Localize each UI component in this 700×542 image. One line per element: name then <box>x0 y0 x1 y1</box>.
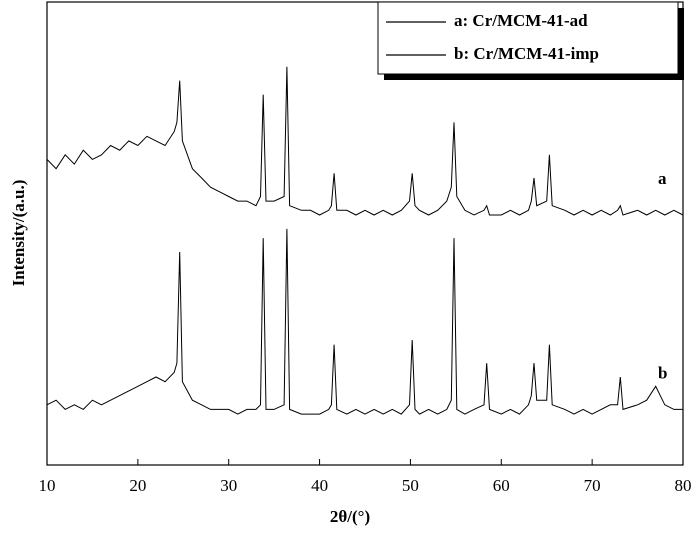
x-tick-label: 60 <box>493 476 510 495</box>
x-tick-label: 30 <box>220 476 237 495</box>
x-tick-label: 50 <box>402 476 419 495</box>
legend-label: b: Cr/MCM-41-imp <box>454 44 599 63</box>
curve-label: b <box>658 363 667 382</box>
x-tick-label: 70 <box>584 476 601 495</box>
plot-frame <box>46 1 684 466</box>
x-tick-label: 10 <box>39 476 56 495</box>
data-line <box>46 66 684 216</box>
x-axis-title: 2θ/(°) <box>330 507 370 526</box>
curve-label: a <box>658 169 667 188</box>
x-tick-label: 20 <box>129 476 146 495</box>
y-axis-title: Intensity/(a.u.) <box>9 180 28 287</box>
data-line <box>46 228 683 415</box>
x-tick-label: 40 <box>311 476 328 495</box>
legend-label: a: Cr/MCM-41-ad <box>454 11 588 30</box>
x-tick-label: 80 <box>675 476 692 495</box>
legend-box <box>377 1 679 75</box>
